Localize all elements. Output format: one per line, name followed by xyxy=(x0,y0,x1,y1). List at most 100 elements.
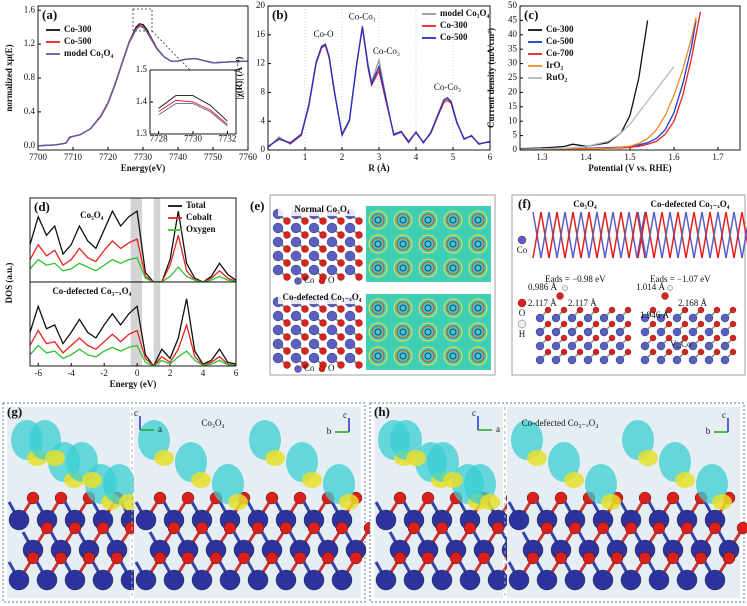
isosurface xyxy=(82,472,102,488)
atom xyxy=(272,352,284,364)
atom xyxy=(153,491,167,505)
atom xyxy=(209,551,223,565)
contour xyxy=(374,240,382,248)
x-tick-label: 1.3 xyxy=(536,152,548,162)
y-axis-label: DOS (a.u.) xyxy=(4,263,14,304)
bond xyxy=(685,211,695,259)
atom xyxy=(301,217,309,225)
legend-text: RuO₂ xyxy=(546,72,568,82)
contour xyxy=(443,346,463,366)
atom xyxy=(508,569,530,591)
contour xyxy=(421,301,435,315)
atom xyxy=(681,348,689,356)
contour xyxy=(446,261,460,275)
y-axis-label: normalized xμ(E) xyxy=(4,44,14,111)
contour xyxy=(424,216,432,224)
chart: Total Cobalt Oxygen (d) Co₃O₄ DOS (a.u.) xyxy=(4,197,237,304)
isosurface xyxy=(29,420,61,460)
x-axis-label: Energy(eV) xyxy=(121,163,166,173)
atom xyxy=(713,320,721,328)
atom xyxy=(535,327,545,337)
atom xyxy=(564,569,586,591)
atom xyxy=(477,551,491,565)
atom xyxy=(355,217,363,225)
x-tick-label: 7710 xyxy=(64,152,83,162)
x-tick-label: 5 xyxy=(451,152,456,162)
y-tick-label: 10 xyxy=(508,115,518,125)
atom xyxy=(283,217,291,225)
bond xyxy=(596,211,606,259)
atom xyxy=(318,365,326,373)
contour xyxy=(449,216,457,224)
atom xyxy=(729,334,737,342)
atom xyxy=(301,361,309,369)
panel-title: Co₃O₄ xyxy=(201,418,224,428)
atom xyxy=(517,298,527,308)
atom xyxy=(326,338,338,350)
structure-title: Normal Co₃O₄ xyxy=(294,204,349,214)
atom xyxy=(344,236,356,248)
legend-text: model Co₃O₄ xyxy=(64,48,113,58)
structure-title: Co-defected Co₃₋ₓO₄ xyxy=(283,292,362,302)
atom xyxy=(326,250,338,262)
atom xyxy=(672,313,682,323)
isosurface xyxy=(443,472,463,488)
atom xyxy=(554,491,568,505)
contour xyxy=(368,234,388,254)
bond xyxy=(701,211,711,259)
atom xyxy=(713,334,721,342)
y-tick-label: 30 xyxy=(508,58,518,68)
atom xyxy=(237,551,251,565)
atom xyxy=(321,551,335,565)
bond xyxy=(580,211,590,259)
atom xyxy=(720,341,730,351)
y-tick-label: 20 xyxy=(256,0,266,10)
atom xyxy=(319,319,327,327)
y-tick-label: 25 xyxy=(508,72,518,82)
chart: 7728 7730 7732 1.3 1.4 1.5 xyxy=(136,64,237,143)
zoom-box xyxy=(132,8,153,32)
panel-label: (g) xyxy=(7,404,22,419)
atom xyxy=(681,320,689,328)
atom xyxy=(526,491,540,505)
chart-title: Co₃O₄ xyxy=(80,210,104,220)
contour xyxy=(374,216,382,224)
atom xyxy=(181,491,195,505)
chart: 0 1 2 3 4 5 6048121620Co-OCo-Co₁Co-Co₂Co-Co₃mo… xyxy=(234,0,493,173)
series-line xyxy=(158,99,228,125)
atom xyxy=(403,569,425,591)
contour xyxy=(418,258,438,278)
atom xyxy=(283,319,291,327)
atom xyxy=(294,365,302,373)
atom xyxy=(319,231,327,239)
atom xyxy=(344,310,356,322)
structure-title: Co₃O₄ xyxy=(573,199,597,209)
x-tick-label: 1.5 xyxy=(624,152,636,162)
contour xyxy=(474,304,482,312)
x-tick-label: 7730 xyxy=(134,152,153,162)
atom xyxy=(375,509,397,531)
x-tick-label: 3 xyxy=(377,152,382,162)
atom xyxy=(301,231,309,239)
atom xyxy=(307,521,321,535)
atom xyxy=(283,231,291,239)
plot-area xyxy=(520,6,740,150)
atom xyxy=(544,306,552,314)
legend-text: Co xyxy=(517,245,528,255)
x-axis-label: R (Å) xyxy=(368,163,389,173)
plot-frame xyxy=(37,5,249,151)
contour xyxy=(471,349,485,363)
contour xyxy=(371,213,385,227)
atom xyxy=(355,361,363,369)
panel-label: (d) xyxy=(34,199,50,214)
contour xyxy=(399,240,407,248)
title-bg xyxy=(278,204,366,216)
contour xyxy=(374,304,382,312)
atom xyxy=(290,250,302,262)
contour xyxy=(368,346,388,366)
panel-label: (c) xyxy=(524,7,538,22)
contour xyxy=(471,325,485,339)
title-bg xyxy=(278,292,366,304)
atom xyxy=(638,551,652,565)
atom xyxy=(272,236,284,248)
